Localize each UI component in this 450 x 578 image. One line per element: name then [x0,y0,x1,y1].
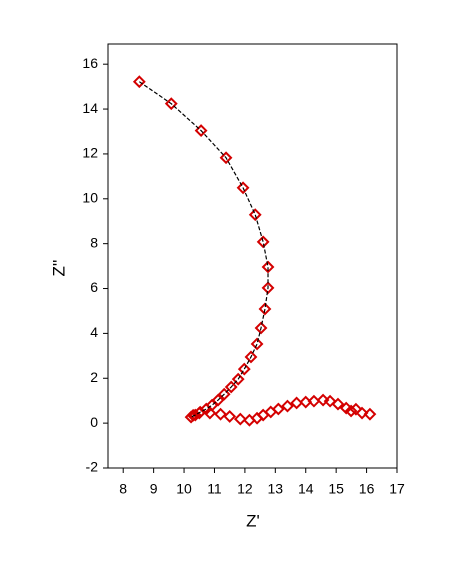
y-tick-label: 2 [90,369,98,385]
y-tick-label: 8 [90,234,98,250]
data-point [258,302,272,316]
data-point [261,260,275,274]
data-point [248,208,262,222]
data-point [323,394,337,408]
data-point [203,406,217,420]
data-point [192,406,206,420]
plot-frame [107,43,398,469]
y-tick-label: 14 [82,100,98,116]
data-point [349,402,363,416]
data-point [217,387,231,401]
x-axis-title: Z' [246,511,260,530]
x-tick-label: 15 [328,481,344,497]
data-point [344,404,358,418]
data-point [254,321,268,335]
data-point [256,235,270,249]
y-tick-label: 12 [82,145,98,161]
y-tick-label: 0 [90,414,98,430]
y-tick-label: 6 [90,279,98,295]
data-point [132,75,146,89]
data-point [233,412,247,426]
data-point [316,393,330,407]
x-tick-label: 11 [207,481,222,497]
data-point [186,408,200,422]
data-point [231,372,245,386]
x-tick-label: 10 [176,481,192,497]
y-tick-label: -2 [86,459,99,475]
fit-line [138,81,269,418]
data-point [219,151,233,165]
data-point [290,396,304,410]
x-tick-label: 17 [389,481,405,497]
data-point [224,380,238,394]
data-point [363,407,377,421]
data-point [194,124,208,138]
x-tick-label: 16 [359,481,375,497]
y-tick-label: 10 [82,189,98,205]
data-point [331,397,345,411]
data-point [214,407,227,421]
data-point [236,181,250,195]
data-point [281,399,294,413]
x-tick-label: 13 [268,481,284,497]
x-tick-label: 8 [119,481,127,497]
y-tick-label: 16 [82,55,98,71]
x-tick-label: 12 [237,481,253,497]
data-point [271,402,285,416]
data-point [355,406,369,420]
data-point [223,409,237,423]
x-tick-label: 14 [298,481,314,497]
y-axis-title: Z'' [49,260,68,277]
data-point [250,337,264,351]
x-tick-label: 9 [150,481,158,497]
y-tick-label: 4 [90,324,98,340]
data-point [237,362,251,376]
data-point [261,281,275,295]
data-point [244,350,258,364]
data-point [164,97,178,111]
